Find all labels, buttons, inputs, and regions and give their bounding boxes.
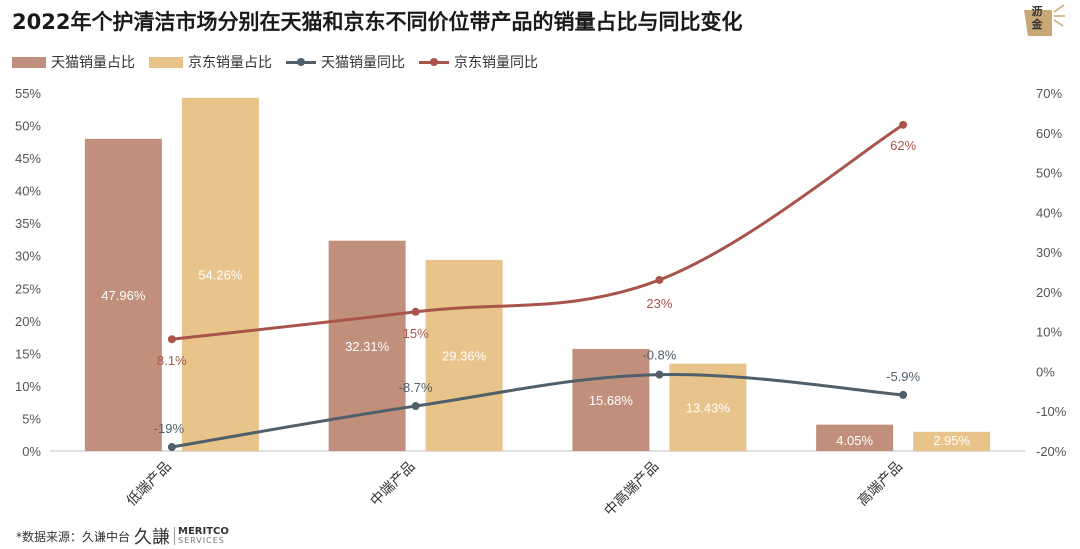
label-jd-yoy: 8.1% [157, 353, 187, 368]
x-tick-label: 低端产品 [124, 459, 175, 510]
y-right-tick-label: -20% [1036, 444, 1067, 459]
y-right-tick-label: 20% [1036, 285, 1062, 300]
logo-text: 沥金 [1031, 5, 1043, 31]
y-left-tick-label: 0% [22, 444, 41, 459]
legend-item-jd-yoy: 京东销量同比 [419, 52, 538, 72]
brand-divider [174, 527, 176, 545]
y-right-tick-label: 0% [1036, 364, 1055, 379]
bar-label-jd: 54.26% [198, 267, 243, 282]
legend-item-jd-share: 京东销量占比 [149, 52, 272, 72]
legend-swatch [12, 56, 46, 68]
bar-tmall-share [84, 138, 162, 451]
bar-jd-share [425, 259, 503, 451]
legend-label: 京东销量占比 [188, 55, 272, 71]
y-left-tick-label: 30% [15, 249, 41, 264]
chart-title: 2022年个护清洁市场分别在天猫和京东不同价位带产品的销量占比与同比变化 [12, 10, 743, 34]
legend-item-tmall-yoy: 天猫销量同比 [286, 52, 405, 72]
y-right-tick-label: 30% [1036, 245, 1062, 260]
label-jd-yoy: 23% [646, 296, 672, 311]
bar-label-tmall: 15.68% [589, 393, 634, 408]
label-jd-yoy: 15% [403, 326, 429, 341]
footer: *数据来源：久谦中台 久謙 MERITCO SERVICES [16, 523, 229, 549]
brand-en-sub: SERVICES [178, 536, 225, 545]
source-brand-cn: 久謙 [134, 527, 171, 548]
x-tick-label: 中高端产品 [601, 458, 663, 520]
line-jd-yoy [171, 123, 904, 341]
y-right-tick-label: -10% [1036, 404, 1067, 419]
brand-logo: 沥金 [1018, 2, 1066, 42]
y-right-tick-label: 50% [1036, 166, 1062, 181]
point-jd-yoy [655, 275, 664, 284]
bar-label-tmall: 47.96% [101, 288, 146, 303]
point-jd-yoy [899, 120, 908, 129]
y-left-tick-label: 15% [15, 346, 41, 361]
bar-label-tmall: 32.31% [345, 339, 390, 354]
legend-swatch [419, 57, 449, 68]
y-left-tick-label: 45% [15, 151, 41, 166]
label-tmall-yoy: -0.8% [642, 348, 676, 363]
y-left-tick-label: 20% [15, 314, 41, 329]
legend-item-tmall-share: 天猫销量占比 [12, 52, 135, 72]
bar-tmall-share [572, 348, 650, 451]
y-left-tick-label: 40% [15, 184, 41, 199]
point-tmall-yoy [899, 390, 908, 399]
bar-label-tmall: 4.05% [836, 433, 873, 448]
logo-star-icon [1024, 4, 1065, 36]
y-left-tick-label: 10% [15, 379, 41, 394]
legend-label: 天猫销量占比 [51, 55, 135, 71]
y-left-tick-label: 35% [15, 216, 41, 231]
line-tmall-yoy [171, 372, 904, 449]
brand-en-main: MERITCO [178, 526, 229, 537]
point-tmall-yoy [167, 443, 176, 452]
x-tick-label: 高端产品 [854, 458, 906, 510]
bar-tmall-share [816, 424, 894, 451]
point-jd-yoy [167, 335, 176, 344]
label-jd-yoy: 62% [890, 138, 916, 153]
y-right-tick-label: 10% [1036, 325, 1062, 340]
bar-label-jd: 2.95% [933, 433, 970, 448]
y-left-tick-label: 55% [15, 86, 41, 101]
bar-jd-share [181, 97, 259, 452]
legend-label: 京东销量同比 [454, 55, 538, 71]
y-left-tick-label: 50% [15, 119, 41, 134]
bar-jd-share [913, 431, 991, 451]
y-left-tick-label: 25% [15, 281, 41, 296]
y-right-tick-label: 40% [1036, 205, 1062, 220]
bar-label-jd: 29.36% [442, 348, 487, 363]
source-note: *数据来源：久谦中台 [16, 529, 131, 544]
point-tmall-yoy [411, 402, 420, 411]
y-right-tick-label: 70% [1036, 86, 1062, 101]
source-brand-en: MERITCO SERVICES [178, 526, 229, 546]
legend-swatch [286, 57, 316, 68]
legend: 天猫销量占比 京东销量占比 天猫销量同比 京东销量同比 [12, 52, 552, 72]
label-tmall-yoy: -5.9% [886, 369, 920, 384]
bar-label-jd: 13.43% [686, 400, 731, 415]
legend-label: 天猫销量同比 [321, 55, 405, 71]
label-tmall-yoy: -8.7% [399, 380, 433, 395]
y-right-tick-label: 60% [1036, 126, 1062, 141]
label-tmall-yoy: -19% [154, 421, 185, 436]
point-tmall-yoy [655, 370, 664, 379]
y-left-tick-label: 5% [22, 411, 41, 426]
bar-tmall-share [328, 240, 406, 451]
legend-swatch [149, 56, 183, 68]
point-jd-yoy [411, 307, 420, 316]
x-tick-label: 中端产品 [368, 459, 419, 510]
combo-chart: 0% 5% 10% 15% 20% 25% 30% 35% 40% 45% 50% 55% -20% -1… [15, 86, 1067, 520]
